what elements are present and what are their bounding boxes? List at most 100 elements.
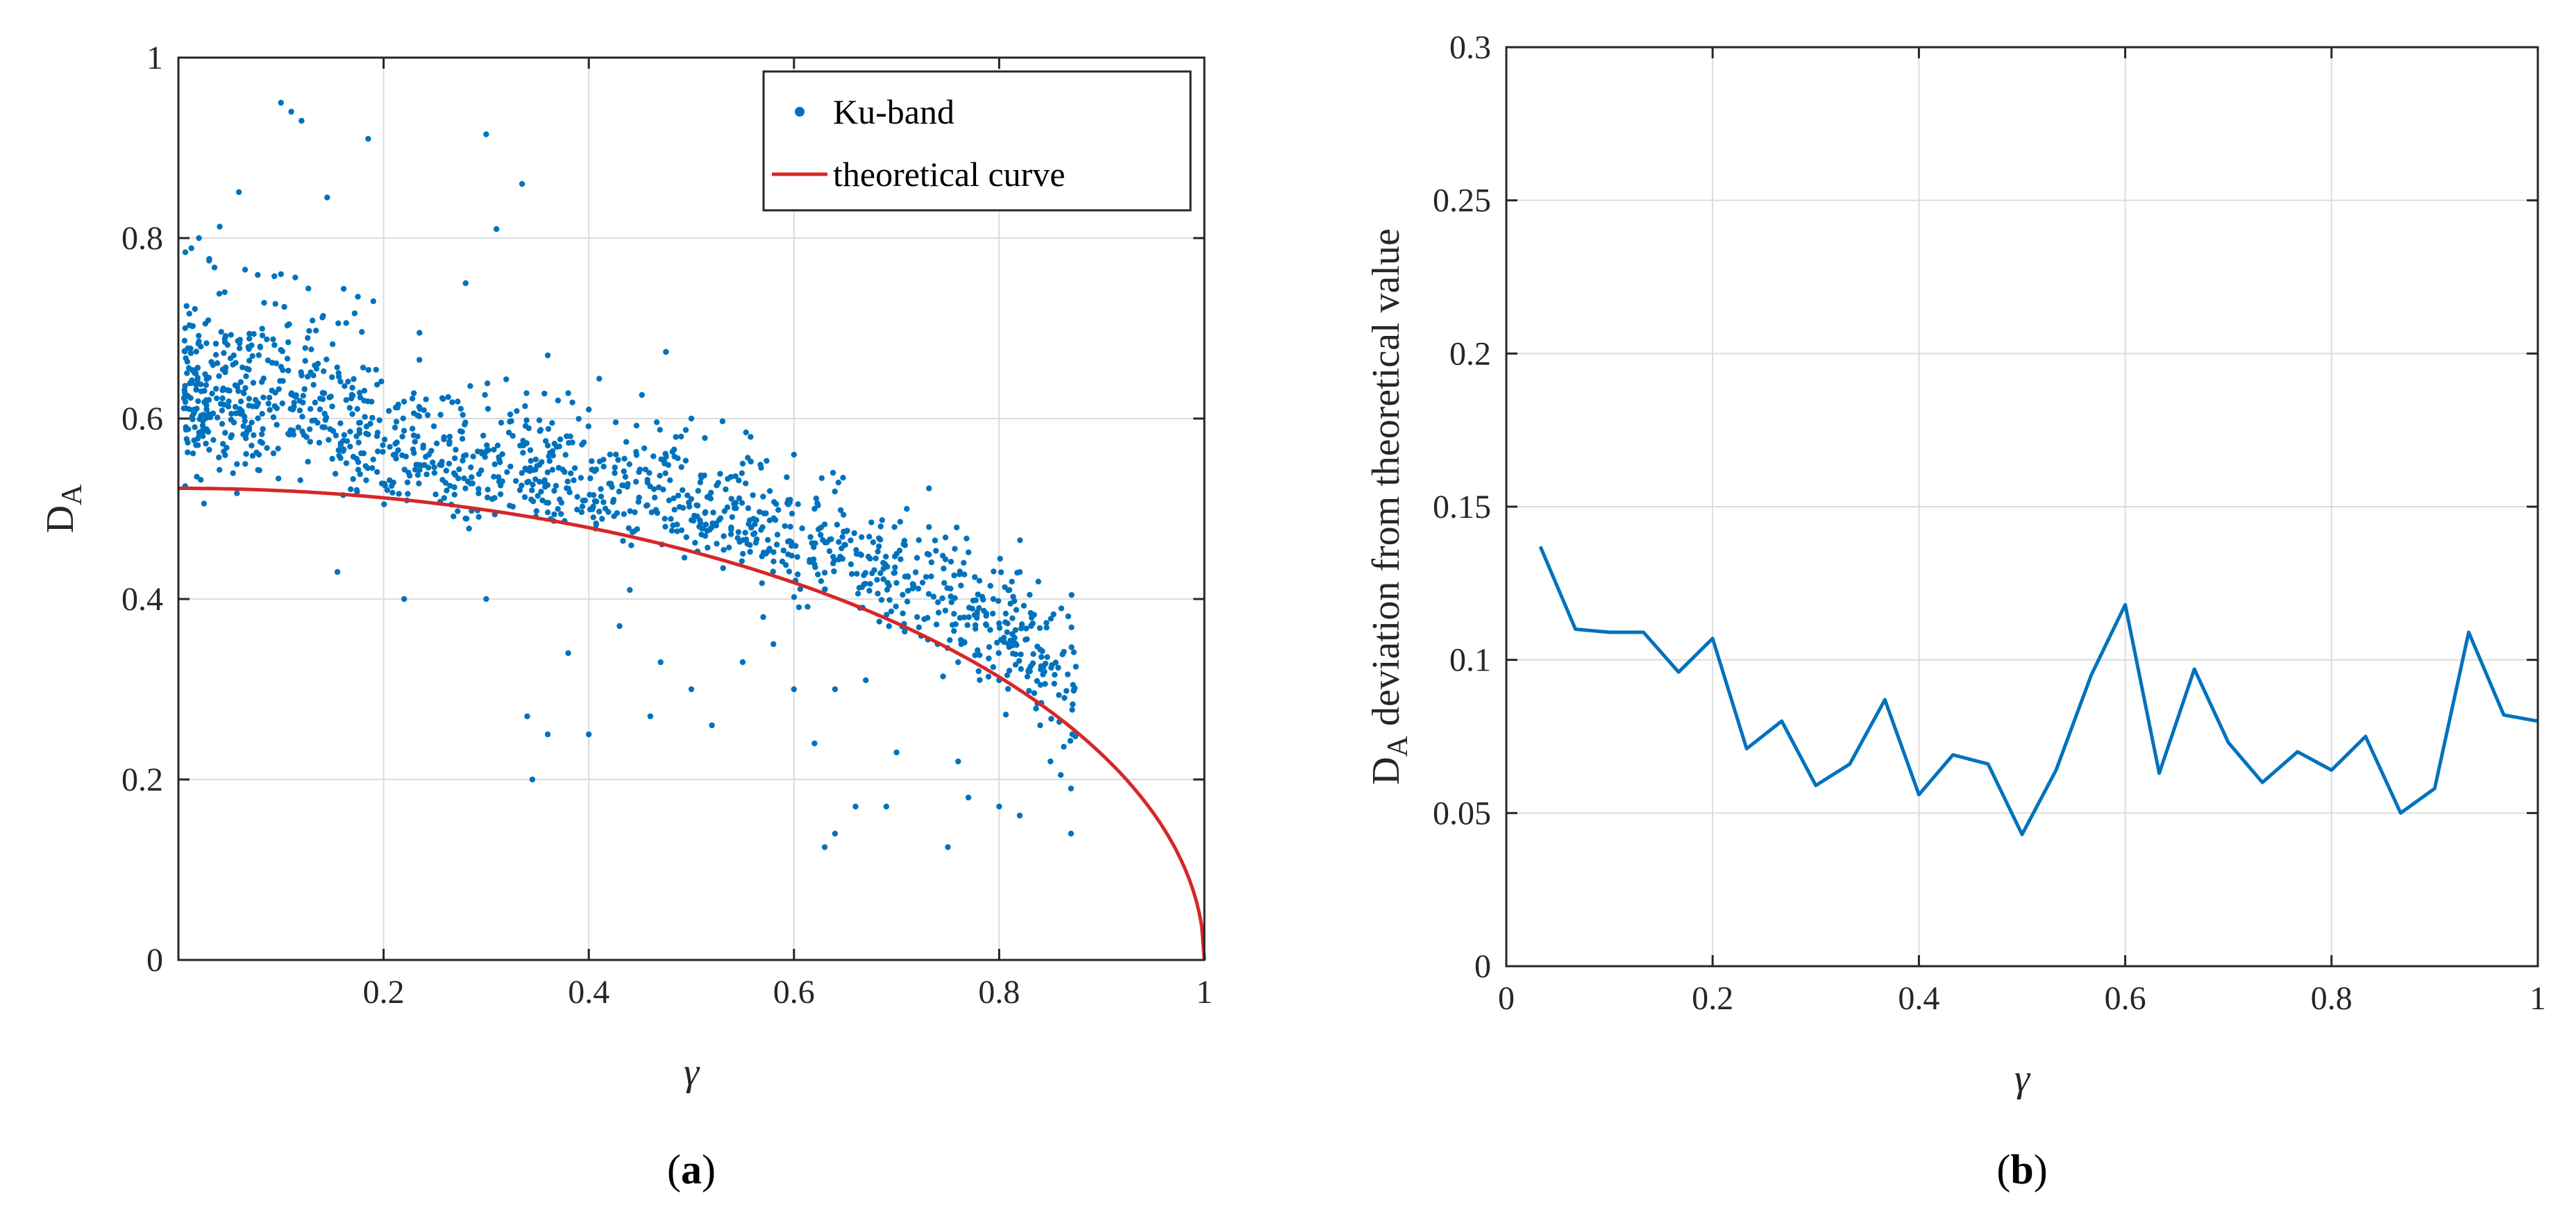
ku-band-point [928,573,934,580]
ku-band-point [260,376,267,382]
ku-band-point [983,613,989,619]
ku-band-point [1002,610,1009,617]
ku-band-point [441,434,447,440]
ku-band-point [613,451,619,457]
ku-band-point [233,360,239,366]
ku-band-point [219,421,226,427]
ku-band-point [1025,668,1032,675]
ku-band-point [310,317,316,323]
ku-band-point [212,341,219,347]
ku-band-point [354,406,360,412]
ku-band-point [569,439,575,446]
ku-band-point [523,390,530,396]
ku-band-point [543,438,549,444]
ku-band-point [332,471,339,477]
ku-band-point [411,450,417,456]
ku-band-point [246,357,253,364]
ku-band-point [844,528,850,534]
ku-band-point [951,611,957,617]
ku-band-point [221,350,227,356]
ku-band-point [642,466,649,473]
b-x-tick-label-1: 0.2 [1692,980,1733,1017]
ku-band-point [453,446,459,453]
ku-band-point [310,372,317,378]
ku-band-point [633,452,640,458]
ku-band-point [990,596,997,602]
ku-band-point [990,664,997,671]
ku-band-point [1038,666,1044,673]
ku-band-point [541,390,548,397]
ku-band-point [877,570,884,576]
ku-band-point [203,382,210,388]
ku-band-point [901,537,908,544]
ku-band-point [688,415,695,422]
ku-band-point [605,509,612,515]
ku-band-point [660,487,666,493]
ku-band-point [562,469,568,475]
panel-a-y-label-main: D [39,505,82,533]
ku-band-point [182,249,189,255]
ku-band-point [303,434,310,440]
ku-band-point [1023,625,1029,632]
ku-band-point [246,396,253,402]
ku-band-point [807,559,813,565]
b-y-tick-label-1: 0.05 [1433,795,1491,832]
ku-band-point [243,373,249,380]
ku-band-point [462,515,469,522]
ku-band-point [683,534,689,541]
ku-band-point [1018,666,1025,672]
panel-a-caption-open: ( [667,1147,681,1192]
ku-band-point [430,460,436,466]
ku-band-point [987,582,994,589]
ku-band-point [1042,681,1048,687]
a-x-tick-label-1: 0.4 [568,974,609,1011]
ku-band-point [692,539,698,546]
ku-band-point [760,614,766,621]
ku-band-point [624,484,630,490]
ku-band-point [995,650,1002,657]
ku-band-point [854,571,860,577]
ku-band-point [621,455,628,462]
ku-band-point [337,420,344,426]
ku-band-point [856,584,863,591]
ku-band-point [925,591,932,597]
ku-band-point [900,591,906,598]
ku-band-point [529,776,536,783]
ku-band-point [416,467,423,473]
ku-band-point [523,417,530,423]
ku-band-point [334,568,341,575]
ku-band-point [997,555,1003,562]
ku-band-point [195,398,201,405]
ku-band-point [714,541,720,547]
ku-band-point [246,346,252,352]
ku-band-point [363,423,370,430]
ku-band-point [399,433,405,440]
ku-band-point [542,484,548,490]
ku-band-point [369,465,376,471]
ku-band-point [896,548,903,554]
ku-band-point [255,352,262,358]
ku-band-point [529,487,535,494]
ku-band-point [720,565,726,571]
ku-band-point [276,386,282,392]
ku-band-point [220,441,226,447]
ku-band-point [600,499,607,505]
ku-band-point [260,394,267,401]
ku-band-point [888,608,895,614]
ku-band-point [444,487,450,494]
ku-band-point [1009,631,1016,637]
ku-band-point [1055,664,1061,671]
ku-band-point [279,400,285,407]
ku-band-point [416,330,423,336]
panel-b-caption-close: ) [2034,1147,2048,1192]
panel-a-caption-close: ) [702,1147,716,1192]
ku-band-point [832,686,839,693]
ku-band-point [832,830,839,837]
ku-band-point [598,494,605,500]
ku-band-point [443,467,450,474]
ku-band-point [203,340,210,346]
ku-band-point [475,490,482,496]
ku-band-point [928,559,935,566]
ku-band-point [969,605,976,612]
ku-band-point [704,528,710,534]
